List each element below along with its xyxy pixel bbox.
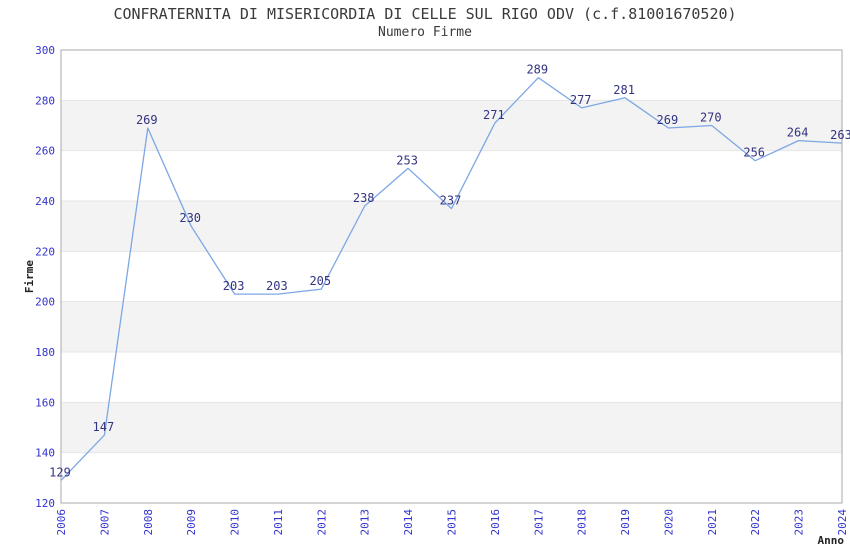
data-point-label: 147	[93, 420, 115, 434]
x-tick-label: 2022	[749, 509, 762, 536]
x-tick-label: 2008	[142, 509, 155, 536]
x-tick-label: 2018	[576, 509, 589, 536]
x-tick-label: 2016	[489, 509, 502, 535]
x-tick-label: 2011	[272, 509, 285, 536]
data-point-label: 264	[787, 126, 809, 140]
grid-band	[61, 402, 842, 453]
x-tick-label: 2006	[55, 509, 68, 536]
x-axis-title: Anno	[818, 534, 845, 547]
x-tick-label: 2024	[836, 509, 849, 536]
data-point-label: 205	[309, 274, 331, 288]
y-tick-label: 260	[35, 145, 55, 158]
x-tick-label: 2007	[98, 509, 111, 536]
y-tick-label: 120	[35, 497, 55, 510]
data-point-label: 129	[49, 465, 71, 479]
y-tick-label: 220	[35, 245, 55, 258]
series-line	[60, 77, 843, 481]
data-point-label: 269	[657, 113, 679, 127]
data-point-label: 263	[830, 128, 850, 142]
chart-title: CONFRATERNITA DI MISERICORDIA DI CELLE S…	[113, 5, 737, 23]
plot-border	[60, 49, 843, 504]
y-tick-label: 160	[35, 396, 55, 409]
data-point-label: 269	[136, 113, 158, 127]
data-point-label: 281	[613, 83, 635, 97]
chart-subtitle: Numero Firme	[378, 25, 472, 40]
y-tick-label: 180	[35, 346, 55, 359]
data-point-label: 289	[526, 63, 548, 77]
x-tick-label: 2017	[532, 509, 545, 536]
data-point-label: 203	[266, 279, 288, 293]
y-tick-label: 280	[35, 94, 55, 107]
data-point-label: 277	[570, 93, 592, 107]
data-point-label: 256	[743, 146, 765, 160]
data-point-label: 253	[396, 153, 418, 167]
x-tick-label: 2009	[185, 509, 198, 536]
y-tick-label: 240	[35, 195, 55, 208]
x-tick-label: 2019	[619, 509, 632, 536]
y-tick-label: 300	[35, 44, 55, 57]
x-tick-label: 2021	[706, 509, 719, 536]
data-point-label: 230	[179, 211, 201, 225]
data-point-label: 237	[440, 194, 462, 208]
data-point-label: 271	[483, 108, 505, 122]
x-tick-label: 2012	[315, 509, 328, 536]
x-tick-label: 2015	[446, 509, 459, 536]
x-tick-label: 2010	[229, 509, 242, 536]
data-point-label: 203	[223, 279, 245, 293]
x-tick-label: 2014	[402, 509, 415, 536]
y-tick-label: 200	[35, 296, 55, 309]
y-tick-label: 140	[35, 447, 55, 460]
x-tick-label: 2023	[793, 509, 806, 536]
grid-band	[61, 301, 842, 352]
data-point-label: 270	[700, 111, 722, 125]
y-axis-title: Firme	[23, 260, 36, 293]
x-tick-label: 2020	[662, 509, 675, 536]
data-point-label: 238	[353, 191, 375, 205]
grid-band	[61, 100, 842, 151]
x-tick-label: 2013	[359, 509, 372, 536]
